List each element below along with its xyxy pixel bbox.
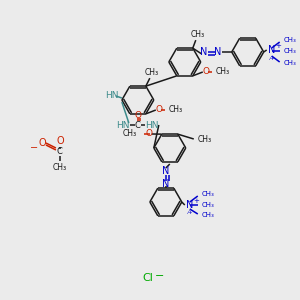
Text: −: − [30,143,38,153]
Text: −: − [155,271,164,281]
Text: O: O [145,130,152,139]
Text: HN: HN [145,121,159,130]
Text: N: N [268,45,275,55]
Text: CH₃: CH₃ [202,191,214,197]
Text: N: N [186,200,193,210]
Text: C: C [57,148,63,157]
Text: CH₃: CH₃ [169,106,183,115]
Text: N: N [162,166,169,176]
Text: C: C [135,121,141,130]
Text: ⁄+: ⁄+ [269,56,274,61]
Text: O: O [202,68,209,76]
Text: CH₃: CH₃ [284,60,296,66]
Text: HN: HN [116,121,130,130]
Text: N: N [214,47,221,57]
Text: CH₃: CH₃ [216,68,230,76]
Text: CH₃: CH₃ [53,163,67,172]
Text: +: + [194,198,200,204]
Text: Cl: Cl [142,273,153,283]
Text: +: + [276,43,282,49]
Text: CH₃: CH₃ [202,202,214,208]
Text: CH₃: CH₃ [145,68,159,76]
Text: CH₃: CH₃ [191,30,205,39]
Text: O: O [155,106,162,115]
Text: N: N [162,179,169,189]
Text: CH₃: CH₃ [284,37,296,43]
Text: CH₃: CH₃ [198,136,212,145]
Text: O: O [38,138,46,148]
Text: O: O [56,136,64,146]
Text: CH₃: CH₃ [202,212,214,218]
Text: O: O [134,110,141,119]
Text: HN: HN [105,92,119,100]
Text: N: N [200,47,207,57]
Text: CH₃: CH₃ [123,130,137,139]
Text: ⁄+: ⁄+ [187,209,193,214]
Text: CH₃: CH₃ [284,48,296,54]
